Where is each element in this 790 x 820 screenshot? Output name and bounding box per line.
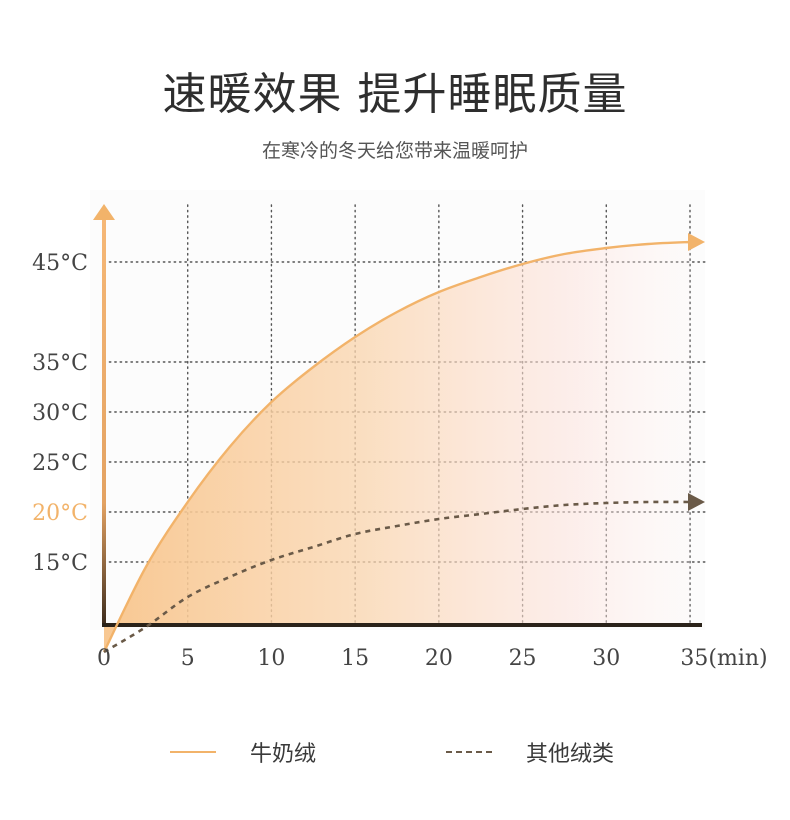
y-axis-line	[102, 214, 106, 627]
other-fleece-line	[103, 500, 691, 654]
y-tick-label: 30°C	[32, 401, 88, 426]
arrow-head-icon	[688, 493, 705, 511]
x-axis-line	[102, 623, 702, 627]
x-tick-label: 5	[181, 646, 195, 671]
x-tick-labels: 0 5 10 15 20 25 30 35(min)	[97, 646, 768, 671]
dashed-line-swatch	[446, 751, 492, 753]
x-tick-label: 15	[341, 646, 369, 671]
x-tick-label: 25	[509, 646, 537, 671]
y-tick-label: 45°C	[32, 251, 88, 276]
page-subtitle: 在寒冷的冬天给您带来温暖呵护	[261, 140, 528, 162]
legend: 牛奶绒 其他绒类	[0, 736, 790, 772]
page-title: 速暖效果 提升睡眠质量	[162, 69, 628, 120]
legend-item-milk-fleece: 牛奶绒	[170, 736, 316, 768]
y-tick-label: 35°C	[32, 351, 88, 376]
series-lines	[102, 233, 705, 654]
x-tick-label: 35(min)	[680, 646, 767, 671]
legend-label: 其他绒类	[526, 742, 615, 767]
solid-line-swatch	[170, 751, 216, 753]
x-tick-label: 10	[257, 646, 285, 671]
temperature-chart: 0 5 10 15 20 25 30 35(min) 15°C 20°C 25°C 30°C 35°C…	[32, 204, 768, 671]
y-tick-labels: 15°C 20°C 25°C 30°C 35°C 45°C	[32, 251, 88, 576]
y-tick-label: 15°C	[32, 551, 88, 576]
y-axis-arrow-icon	[93, 204, 115, 220]
y-tick-label: 20°C	[32, 501, 88, 526]
milk-fleece-line	[102, 240, 691, 653]
axes	[93, 204, 702, 627]
legend-label: 牛奶绒	[250, 742, 317, 767]
x-tick-label: 30	[592, 646, 620, 671]
arrow-head-icon	[688, 233, 705, 251]
x-tick-label: 0	[97, 646, 111, 671]
y-tick-label: 25°C	[32, 451, 88, 476]
legend-item-other-fleece: 其他绒类	[446, 736, 614, 768]
milk-fleece-area	[104, 242, 690, 652]
x-tick-label: 20	[425, 646, 453, 671]
